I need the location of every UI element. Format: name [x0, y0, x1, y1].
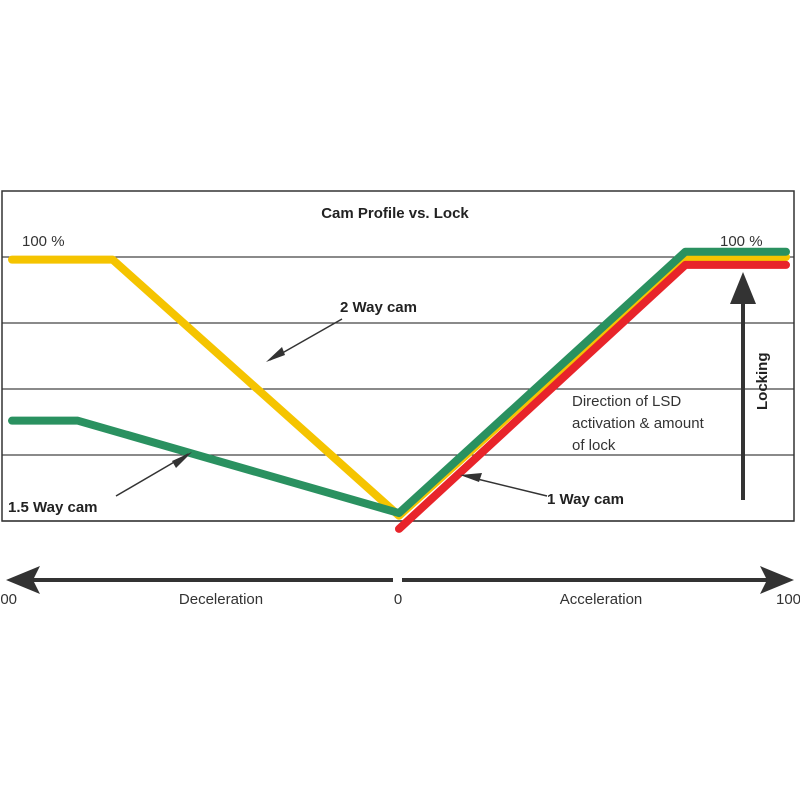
chart-title: Cam Profile vs. Lock — [321, 205, 469, 222]
arrowhead-1-5-way-cam — [172, 452, 192, 468]
y-tick-label-right: 100 % — [720, 233, 763, 250]
series-line-1-5-way-cam — [8, 247, 790, 518]
direction-text-line-3: of lock — [572, 437, 616, 454]
direction-text-line-1: Direction of LSD — [572, 393, 681, 410]
locking-arrowhead — [730, 272, 756, 304]
locking-label: Locking — [754, 352, 771, 410]
arrowhead-2-way-cam — [266, 347, 285, 362]
arrowhead-1-way-cam — [460, 473, 482, 482]
label-2-way-cam: 2 Way cam — [340, 299, 417, 316]
plot-frame — [1, 190, 795, 522]
series-line-1-way-cam — [395, 260, 790, 533]
acceleration-arrowhead — [760, 566, 794, 594]
label-1-5-way-cam: 1.5 Way cam — [8, 499, 98, 516]
label-1-way-cam: 1 Way cam — [547, 491, 624, 508]
deceleration-label: Deceleration — [179, 591, 263, 608]
direction-text-line-2: activation & amount — [572, 415, 705, 432]
series-line-2-way-cam — [8, 253, 790, 520]
x-tick-label-zero: 0 — [394, 591, 402, 608]
deceleration-arrowhead — [6, 566, 40, 594]
x-tick-label-left: 100 — [0, 591, 17, 608]
y-tick-label-left: 100 % — [22, 233, 65, 250]
acceleration-label: Acceleration — [560, 591, 643, 608]
x-tick-label-right: 100 — [776, 591, 800, 608]
